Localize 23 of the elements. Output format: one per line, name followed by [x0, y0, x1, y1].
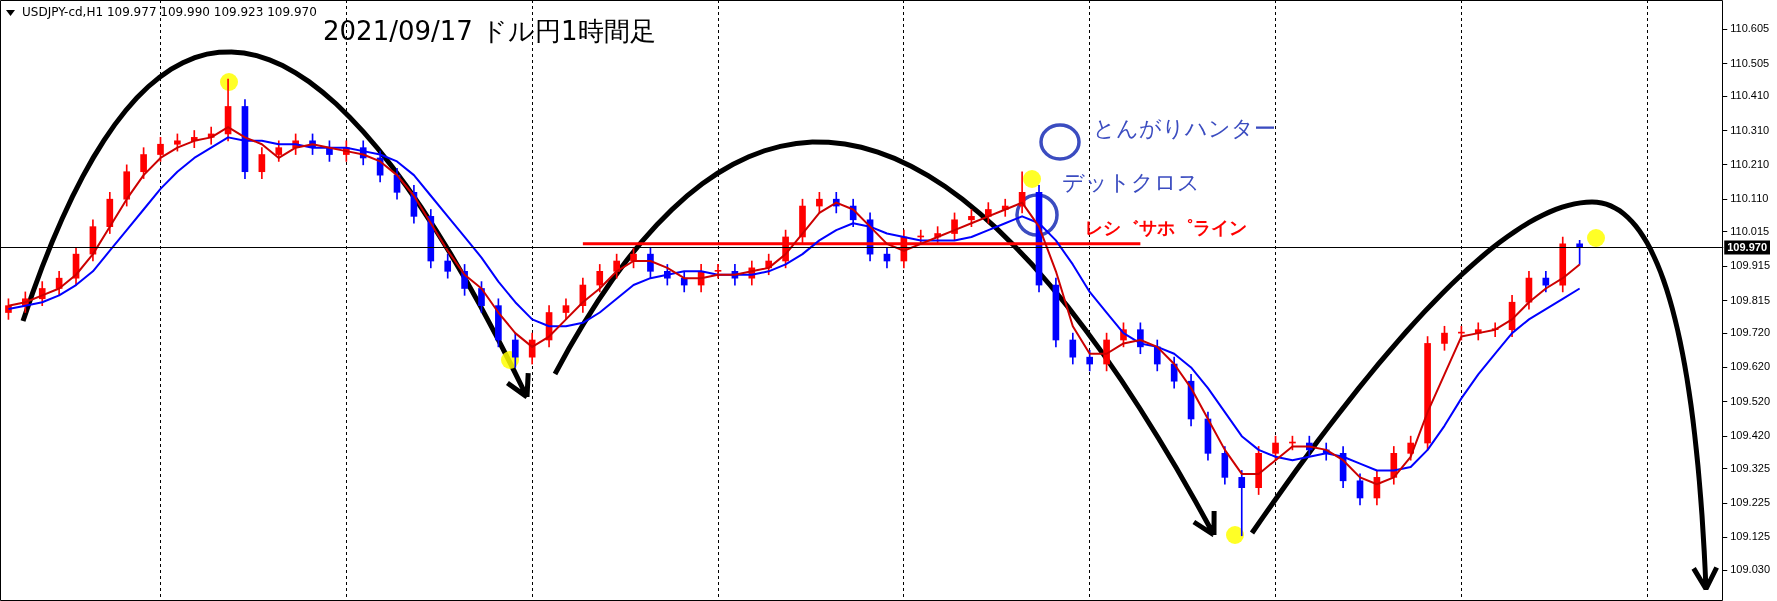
text: 2021/09/17 ドル円1時間足 — [323, 15, 656, 48]
y-tick-label: 110.110 — [1730, 192, 1769, 205]
annotation: とんがりハンター — [1093, 115, 1276, 143]
y-tick-label: 110.210 — [1730, 157, 1770, 170]
y-tick-label: 110.015 — [1730, 224, 1770, 237]
y-tick-label: 109.720 — [1730, 326, 1770, 339]
chart-subtitle: USDJPY-cd,H1 109.977 109.990 109.923 109.970 — [22, 5, 317, 19]
y-tick-label: 109.225 — [1730, 496, 1770, 509]
y-tick-label: 109.620 — [1730, 360, 1770, 373]
y-tick-label: 110.310 — [1730, 123, 1770, 136]
y-tick-label: 110.505 — [1730, 56, 1770, 69]
y-tick-label: 109.420 — [1730, 429, 1770, 442]
y-tick-label: 109.325 — [1730, 461, 1770, 474]
y-tick-label: 109.030 — [1730, 563, 1770, 576]
y-tick-label: 109.915 — [1730, 259, 1770, 272]
y-tick-label: 110.410 — [1730, 89, 1770, 102]
ref-line-label: 109.970 — [1727, 240, 1767, 253]
y-tick-label: 109.815 — [1730, 293, 1770, 306]
y-tick-label: 109.520 — [1730, 394, 1770, 407]
series-label: レシ゛サホ゜ライン — [1085, 216, 1248, 238]
y-tick-label: 109.125 — [1730, 530, 1770, 543]
y-tick-label: 110.605 — [1730, 22, 1770, 35]
annotation: デットクロス — [1062, 169, 1200, 197]
